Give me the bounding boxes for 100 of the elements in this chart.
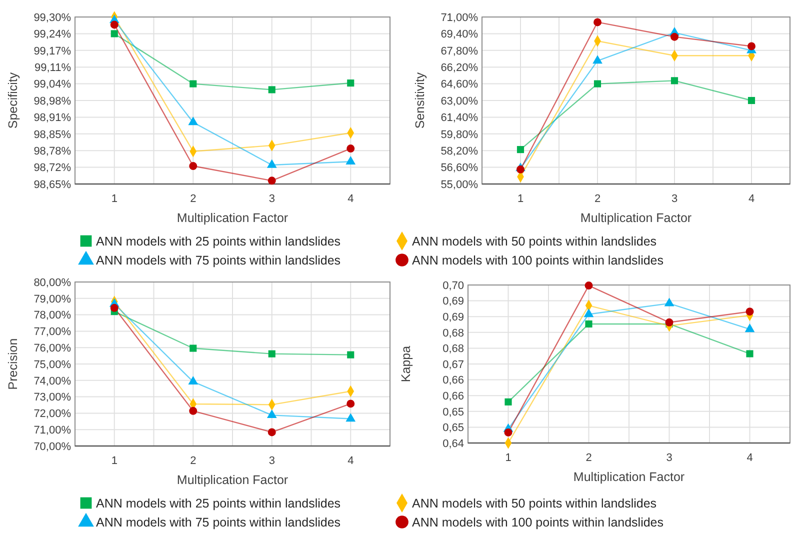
point bbox=[664, 298, 674, 306]
y-axis-title: Precision bbox=[6, 338, 20, 390]
x-tick-label: 4 bbox=[348, 455, 354, 467]
point bbox=[189, 406, 198, 415]
point bbox=[594, 18, 602, 26]
point bbox=[746, 350, 754, 358]
point bbox=[584, 282, 593, 290]
y-tick-label: 0,66 bbox=[442, 390, 464, 402]
point bbox=[346, 144, 355, 153]
y-tick-label: 67,80% bbox=[440, 45, 478, 58]
y-tick-label: 71,00% bbox=[440, 12, 478, 24]
y-tick-label: 0,66 bbox=[442, 374, 464, 387]
y-tick-label: 69,40% bbox=[440, 28, 478, 41]
point bbox=[190, 80, 197, 88]
x-tick-label: 2 bbox=[586, 452, 592, 464]
x-tick-label: 4 bbox=[748, 193, 755, 205]
y-tick-label: 63,00% bbox=[440, 95, 478, 108]
point bbox=[670, 77, 678, 84]
point bbox=[110, 30, 118, 38]
y-tick-label: 99,11% bbox=[34, 62, 72, 74]
legend-label: ANN models with 75 points within landslides bbox=[96, 253, 341, 268]
y-tick-label: 0,64 bbox=[442, 438, 464, 450]
x-tick-label: 2 bbox=[190, 455, 196, 467]
y-tick-label: 0,70 bbox=[442, 280, 464, 292]
legend-label: ANN models with 100 points within landslides bbox=[412, 515, 664, 530]
point bbox=[744, 324, 755, 332]
point bbox=[268, 176, 276, 185]
point bbox=[346, 413, 356, 422]
y-tick-label: 0,69 bbox=[442, 311, 464, 324]
y-tick-label: 75,00% bbox=[34, 358, 72, 371]
y-tick-label: 0,68 bbox=[442, 343, 464, 356]
y-tick-label: 98,98% bbox=[34, 95, 72, 108]
point bbox=[592, 55, 602, 64]
legend-label: ANN models with 50 points within landslides bbox=[412, 496, 657, 510]
point bbox=[748, 42, 756, 50]
y-tick-label: 79,00% bbox=[34, 293, 72, 306]
point bbox=[346, 400, 355, 408]
y-tick-label: 71,00% bbox=[34, 424, 72, 436]
point bbox=[504, 428, 512, 436]
y-axis-title: Sensitivity bbox=[413, 72, 427, 129]
x-tick-label: 3 bbox=[666, 452, 672, 464]
y-tick-label: 64,60% bbox=[440, 78, 478, 91]
y-tick-label: 59,80% bbox=[440, 128, 478, 141]
y-tick-label: 61,40% bbox=[440, 112, 478, 124]
y-tick-label: 78,00% bbox=[34, 310, 72, 322]
y-tick-label: 98,72% bbox=[34, 162, 72, 174]
point bbox=[188, 116, 198, 126]
x-tick-label: 3 bbox=[268, 455, 275, 467]
y-tick-label: 99,04% bbox=[34, 78, 72, 91]
point bbox=[266, 409, 277, 418]
y-tick-label: 70,00% bbox=[34, 440, 72, 453]
x-tick-label: 2 bbox=[594, 193, 601, 205]
point bbox=[110, 304, 118, 312]
y-tick-label: 99,17% bbox=[34, 45, 72, 58]
point bbox=[516, 165, 524, 174]
point bbox=[268, 428, 276, 436]
point bbox=[584, 308, 594, 318]
y-tick-label: 0,69 bbox=[442, 296, 464, 308]
point bbox=[347, 79, 354, 87]
x-tick-label: 4 bbox=[348, 193, 354, 205]
point bbox=[268, 350, 276, 358]
y-tick-label: 74,00% bbox=[34, 375, 72, 388]
y-tick-label: 0,65 bbox=[442, 422, 464, 434]
point bbox=[268, 86, 276, 94]
legend-label: ANN models with 25 points within landslides bbox=[96, 234, 341, 248]
point bbox=[670, 32, 678, 41]
y-axis-title: Specificity bbox=[6, 72, 20, 129]
y-tick-label: 72,00% bbox=[34, 408, 72, 420]
point bbox=[346, 156, 356, 164]
y-tick-label: 98,65% bbox=[34, 178, 72, 191]
point bbox=[347, 351, 354, 358]
y-tick-label: 98,85% bbox=[34, 128, 72, 141]
x-axis-title: Multiplication Factor bbox=[573, 470, 685, 484]
legend-label: ANN models with 50 points within landslides bbox=[412, 234, 657, 248]
y-tick-label: 66,20% bbox=[440, 62, 478, 74]
y-tick-label: 55,00% bbox=[440, 178, 478, 191]
point bbox=[190, 344, 197, 352]
point bbox=[516, 146, 524, 154]
y-tick-label: 76,00% bbox=[34, 342, 72, 354]
legend-label: ANN models with 75 points within landslides bbox=[96, 515, 341, 530]
y-tick-label: 98,91% bbox=[34, 112, 72, 124]
y-tick-label: 0,68 bbox=[442, 327, 464, 340]
y-tick-label: 58,20% bbox=[440, 145, 478, 158]
x-tick-label: 1 bbox=[111, 193, 118, 205]
x-tick-label: 3 bbox=[268, 193, 275, 205]
y-tick-label: 99,24% bbox=[34, 28, 72, 41]
point bbox=[746, 308, 754, 316]
x-tick-label: 4 bbox=[746, 452, 753, 464]
x-axis-title: Multiplication Factor bbox=[580, 211, 692, 225]
point bbox=[585, 320, 592, 328]
x-tick-label: 3 bbox=[671, 193, 678, 205]
point bbox=[748, 96, 756, 104]
y-tick-label: 73,00% bbox=[34, 392, 72, 404]
point bbox=[266, 159, 277, 168]
point bbox=[110, 20, 118, 29]
x-axis-title: Multiplication Factor bbox=[176, 473, 288, 487]
y-tick-label: 56,60% bbox=[440, 162, 478, 174]
x-tick-label: 1 bbox=[505, 452, 512, 464]
y-tick-label: 98,78% bbox=[34, 145, 72, 158]
y-tick-label: 0,67 bbox=[442, 358, 464, 371]
